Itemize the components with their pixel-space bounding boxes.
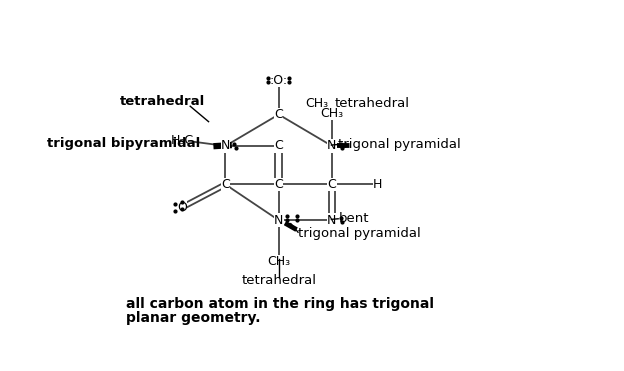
Text: O: O	[177, 201, 187, 214]
Text: tetrahedral: tetrahedral	[334, 97, 409, 110]
Text: H: H	[373, 178, 383, 191]
Text: tetrahedral: tetrahedral	[241, 274, 316, 287]
Text: C: C	[221, 178, 230, 191]
Text: trigonal bipyramidal: trigonal bipyramidal	[47, 137, 200, 150]
Text: C: C	[275, 108, 283, 121]
Text: N: N	[221, 139, 230, 152]
Text: H₃C: H₃C	[170, 134, 193, 147]
Text: :O:: :O:	[270, 74, 288, 87]
Text: planar geometry.: planar geometry.	[126, 311, 261, 325]
Text: tetrahedral: tetrahedral	[120, 95, 205, 108]
Text: trigonal pyramidal: trigonal pyramidal	[338, 138, 461, 151]
Text: trigonal pyramidal: trigonal pyramidal	[298, 227, 421, 240]
Text: N: N	[274, 214, 283, 227]
Text: C: C	[275, 139, 283, 152]
Text: N: N	[327, 214, 336, 227]
Text: all carbon atom in the ring has trigonal: all carbon atom in the ring has trigonal	[126, 297, 434, 311]
Text: C: C	[275, 178, 283, 191]
Text: CH₃: CH₃	[267, 255, 290, 268]
Text: C: C	[328, 178, 336, 191]
Text: CH₃: CH₃	[320, 106, 343, 119]
Text: bent: bent	[339, 212, 369, 225]
Text: CH₃: CH₃	[305, 97, 328, 110]
Text: N: N	[327, 139, 336, 152]
